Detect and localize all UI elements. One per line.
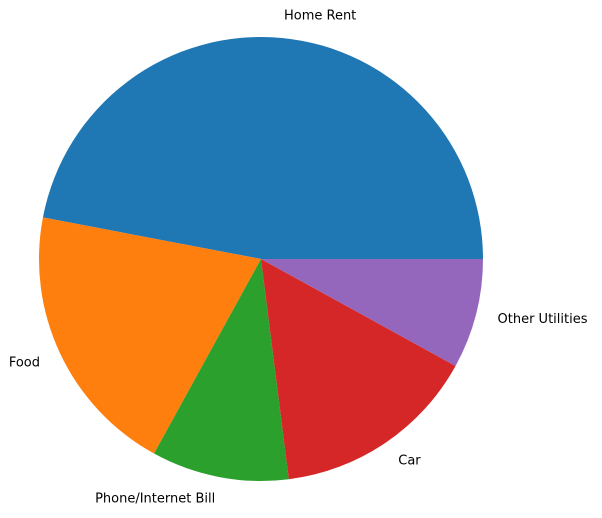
slice-label-food: Food — [9, 355, 40, 370]
slice-label-car: Car — [398, 453, 421, 468]
pie-labels: Home Rent Food Phone/Internet Bill Car O… — [9, 8, 588, 506]
pie-slice-other-utilities — [261, 259, 483, 366]
pie-slices — [38, 36, 484, 482]
pie-slice-food — [38, 217, 261, 454]
pie-slice-home-rent — [42, 36, 484, 260]
pie-slice-car — [261, 259, 456, 480]
slice-label-other-utilities: Other Utilities — [498, 312, 588, 327]
pie-slice-phone-internet-bill — [154, 259, 289, 482]
slice-label-phone-internet-bill: Phone/Internet Bill — [95, 491, 215, 506]
slice-label-home-rent: Home Rent — [284, 8, 356, 23]
